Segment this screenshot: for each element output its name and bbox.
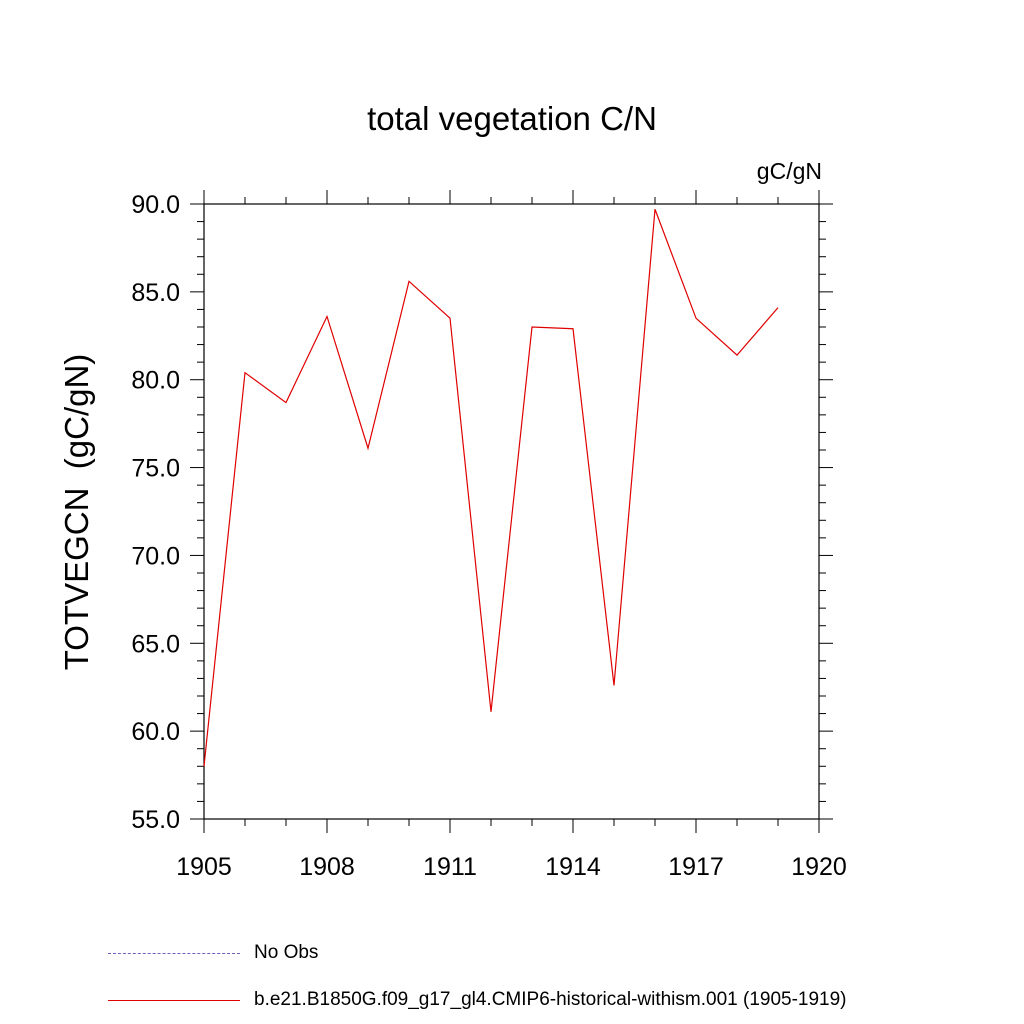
x-tick-label: 1917 xyxy=(668,853,724,881)
y-tick-label: 60.0 xyxy=(131,718,180,746)
legend-label-model-run: b.e21.B1850G.f09_g17_gl4.CMIP6-historica… xyxy=(254,989,847,1010)
x-tick-label: 1908 xyxy=(299,853,355,881)
y-tick-label: 90.0 xyxy=(131,191,180,219)
units-label: gC/gN xyxy=(756,158,822,184)
y-tick-label: 85.0 xyxy=(131,279,180,307)
x-tick-label: 1914 xyxy=(545,853,601,881)
legend-item-no-obs: No Obs xyxy=(108,941,318,965)
x-tick-label: 1911 xyxy=(423,853,477,881)
y-tick-label: 65.0 xyxy=(131,630,180,658)
chart-title: total vegetation C/N xyxy=(367,100,657,137)
y-tick-label: 75.0 xyxy=(131,455,180,483)
y-tick-label: 55.0 xyxy=(131,806,180,834)
x-tick-label: 1905 xyxy=(176,853,232,881)
plot-frame xyxy=(203,203,820,820)
y-tick-label: 70.0 xyxy=(131,542,180,570)
legend-swatch-dashed xyxy=(108,952,240,954)
series-line-0 xyxy=(203,209,779,767)
legend-swatch-solid xyxy=(108,999,240,1001)
legend-label-no-obs: No Obs xyxy=(254,942,319,963)
legend-item-model-run: b.e21.B1850G.f09_g17_gl4.CMIP6-historica… xyxy=(108,988,847,1012)
y-tick-label: 80.0 xyxy=(131,367,180,395)
x-tick-label: 1920 xyxy=(791,853,847,881)
